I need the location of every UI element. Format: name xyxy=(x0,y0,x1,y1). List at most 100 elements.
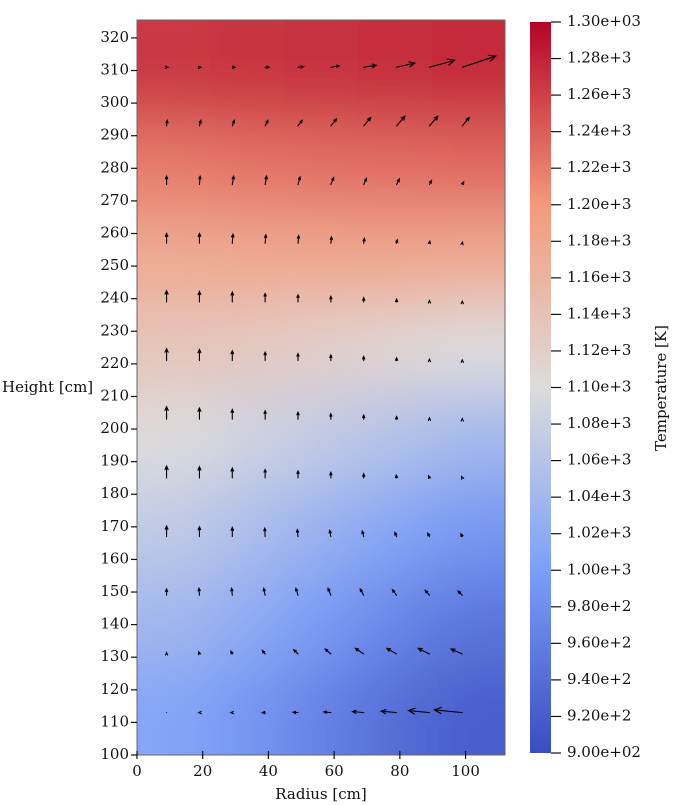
velocity-arrow xyxy=(362,237,366,244)
heat-cell xyxy=(431,301,505,394)
colorbar-tick-label: 1.12e+3 xyxy=(567,341,631,359)
velocity-arrow xyxy=(324,648,332,655)
heat-cell xyxy=(137,212,212,303)
x-tick-label: 80 xyxy=(390,762,409,780)
x-tick-label: 40 xyxy=(259,762,278,780)
velocity-arrow xyxy=(263,409,267,420)
velocity-arrow xyxy=(197,290,202,303)
velocity-arrow xyxy=(460,358,464,363)
velocity-arrow xyxy=(363,63,378,69)
velocity-arrow xyxy=(197,232,202,244)
heat-cell xyxy=(284,301,359,394)
velocity-arrow xyxy=(291,710,299,715)
velocity-arrow xyxy=(427,474,432,480)
colorbar-tick-label: 9.00e+02 xyxy=(567,743,641,761)
colorbar-tick-label: 1.08e+3 xyxy=(567,414,631,432)
velocity-arrow xyxy=(329,471,333,479)
velocity-arrow xyxy=(164,651,169,656)
heat-cell xyxy=(431,393,505,485)
velocity-arrow xyxy=(427,239,432,245)
velocity-arrow xyxy=(428,179,433,186)
velocity-arrow xyxy=(297,119,304,127)
velocity-arrow xyxy=(394,297,399,303)
velocity-arrow xyxy=(164,464,169,479)
y-tick-label: 130 xyxy=(100,647,129,665)
heat-cell xyxy=(357,301,432,394)
y-tick-label: 280 xyxy=(100,158,129,176)
heat-cell xyxy=(431,122,505,213)
y-tick-label: 310 xyxy=(100,61,129,79)
velocity-arrow xyxy=(263,350,267,362)
heat-cell xyxy=(137,301,212,394)
colorbar-tick-label: 9.20e+2 xyxy=(567,706,631,724)
velocity-arrow xyxy=(362,355,366,362)
colorbar-tick-label: 1.22e+3 xyxy=(567,158,631,176)
velocity-arrow xyxy=(461,116,471,127)
y-tick-label: 200 xyxy=(100,419,129,437)
velocity-arrow xyxy=(460,475,465,480)
velocity-arrow xyxy=(197,586,201,596)
y-tick-label: 180 xyxy=(100,484,129,502)
heat-cell xyxy=(431,20,505,124)
heat-cell xyxy=(357,663,432,755)
velocity-arrow xyxy=(432,706,463,715)
velocity-arrow xyxy=(329,353,333,362)
velocity-arrow xyxy=(379,709,398,715)
colorbar-tick-label: 1.26e+3 xyxy=(567,85,631,103)
velocity-arrow xyxy=(296,234,301,244)
heat-cell xyxy=(210,663,285,755)
y-tick-label: 140 xyxy=(100,615,129,633)
velocity-arrow xyxy=(362,413,366,420)
x-tick-label: 0 xyxy=(132,762,142,780)
velocity-arrow xyxy=(359,587,365,596)
velocity-arrow xyxy=(322,710,332,714)
velocity-arrow xyxy=(394,415,399,420)
heatmap xyxy=(137,20,505,755)
colorbar-tick-label: 1.02e+3 xyxy=(567,524,631,542)
heat-cell xyxy=(210,393,285,485)
x-tick-label: 60 xyxy=(325,762,344,780)
heat-cell xyxy=(210,301,285,394)
velocity-arrow xyxy=(394,356,399,362)
velocity-arrow xyxy=(261,649,266,655)
y-tick-label: 120 xyxy=(100,680,129,698)
velocity-arrow xyxy=(264,119,269,127)
colorbar-tick-label: 9.40e+2 xyxy=(567,670,631,688)
heat-cell xyxy=(357,122,432,213)
heat-cell xyxy=(431,212,505,303)
velocity-arrow xyxy=(362,472,366,479)
heat-cell xyxy=(357,20,432,124)
y-tick-label: 320 xyxy=(100,28,129,46)
velocity-arrow xyxy=(164,174,169,186)
heat-cell xyxy=(210,574,285,665)
heat-cell xyxy=(210,122,285,213)
velocity-arrow xyxy=(197,650,202,656)
heat-cell xyxy=(137,663,212,755)
velocity-arrow xyxy=(296,410,300,420)
velocity-arrow xyxy=(231,119,236,127)
velocity-arrow xyxy=(197,710,202,715)
velocity-arrow xyxy=(164,232,169,244)
heat-cell xyxy=(137,574,212,665)
y-tick-label: 100 xyxy=(100,745,129,763)
y-tick-label: 270 xyxy=(100,191,129,209)
velocity-arrow xyxy=(164,347,169,362)
y-axis-label: Height [cm] xyxy=(2,378,93,396)
velocity-arrow xyxy=(461,180,465,186)
velocity-arrow xyxy=(385,647,398,655)
velocity-arrow xyxy=(297,175,302,186)
velocity-arrow xyxy=(197,348,202,362)
heat-cell xyxy=(284,484,359,575)
velocity-arrow xyxy=(363,116,372,127)
velocity-arrow xyxy=(329,294,333,303)
velocity-arrow xyxy=(428,115,439,127)
velocity-arrow xyxy=(407,707,430,715)
y-tick-label: 300 xyxy=(100,93,129,111)
heat-cell xyxy=(210,484,285,575)
heat-cell xyxy=(210,212,285,303)
y-tick-label: 170 xyxy=(100,517,129,535)
velocity-arrow xyxy=(330,176,335,186)
heat-cell xyxy=(137,122,212,213)
velocity-arrow xyxy=(164,524,169,538)
